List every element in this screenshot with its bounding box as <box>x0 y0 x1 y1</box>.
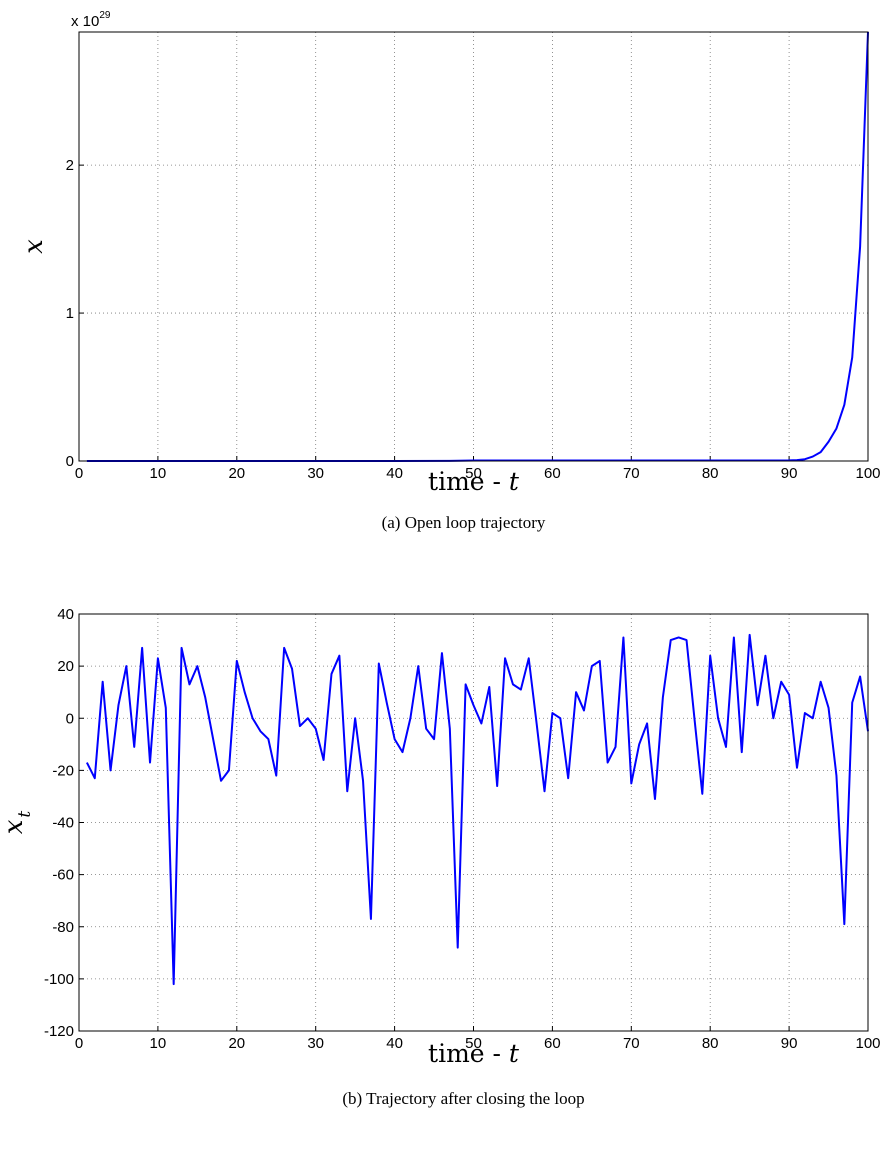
x-axis-label-text-b: time - <box>428 1039 509 1068</box>
y-exponent-label: x 1029 <box>71 10 111 30</box>
x-tick-label: 30 <box>307 1035 324 1052</box>
y-axis-label-var-b: xt <box>0 811 35 835</box>
x-tick-label: 20 <box>228 465 245 482</box>
y-tick-label: -80 <box>52 919 74 936</box>
series-line-a <box>86 31 869 462</box>
x-tick-label: 100 <box>855 465 880 482</box>
x-tick-label: 10 <box>150 465 167 482</box>
y-exponent-power: 29 <box>99 10 111 21</box>
tick-labels-a: 0 10 20 30 40 50 60 70 80 90 100 0 1 2 <box>66 157 881 482</box>
grid-lines-a <box>79 32 868 461</box>
y-tick-label: 0 <box>66 453 74 470</box>
y-axis-sub-b: t <box>15 811 35 818</box>
x-tick-label: 10 <box>150 1035 167 1052</box>
y-axis-label-b: xt <box>0 811 35 835</box>
y-axis-label-a: x <box>19 239 49 254</box>
x-tick-label: 40 <box>386 465 403 482</box>
grid-lines-b <box>79 614 868 1031</box>
y-axis-label-var-a: x <box>19 239 49 254</box>
chart-panel-b: 0 10 20 30 40 50 60 70 80 90 100 -120 -100 -80 -60 -40 -… <box>0 606 881 1108</box>
x-tick-label: 80 <box>702 465 719 482</box>
caption-b: (b) Trajectory after closing the loop <box>342 1089 584 1108</box>
x-tick-label: 70 <box>623 465 640 482</box>
x-tick-label: 30 <box>307 465 324 482</box>
y-tick-label: 2 <box>66 157 74 174</box>
x-tick-label: 90 <box>781 1035 798 1052</box>
x-tick-label: 70 <box>623 1035 640 1052</box>
x-tick-label: 0 <box>75 465 83 482</box>
x-axis-label-a: time - t <box>428 467 520 496</box>
x-tick-label: 50 <box>465 1035 482 1052</box>
x-tick-label: 60 <box>544 465 561 482</box>
x-axis-label-text-a: time - <box>428 467 509 496</box>
x-tick-label: 80 <box>702 1035 719 1052</box>
series-line-b <box>85 633 869 986</box>
y-tick-label: 40 <box>57 606 74 623</box>
x-axis-label-var-a: t <box>509 467 520 496</box>
x-tick-label: 0 <box>75 1035 83 1052</box>
axes-box-b <box>78 613 869 1032</box>
y-tick-label: 20 <box>57 658 74 675</box>
y-axis-var-b: x <box>0 819 29 834</box>
x-axis-label-var-b: t <box>509 1039 520 1068</box>
x-axis-label-b: time - t <box>428 1039 520 1068</box>
y-tick-label: 0 <box>66 710 74 727</box>
x-tick-label: 50 <box>465 465 482 482</box>
x-tick-label: 40 <box>386 1035 403 1052</box>
y-tick-label: -120 <box>44 1023 74 1040</box>
y-tick-label: 1 <box>66 305 74 322</box>
y-tick-label: -60 <box>52 867 74 884</box>
chart-panel-a: 0 10 20 30 40 50 60 70 80 90 100 0 1 2 x 1029 time - … <box>19 10 881 532</box>
caption-a: (a) Open loop trajectory <box>382 513 546 532</box>
x-tick-label: 60 <box>544 1035 561 1052</box>
y-axis-var-a: x <box>19 239 49 254</box>
x-tick-label: 20 <box>228 1035 245 1052</box>
x-tick-label: 100 <box>855 1035 880 1052</box>
x-tick-label: 90 <box>781 465 798 482</box>
tick-labels-b: 0 10 20 30 40 50 60 70 80 90 100 -120 -100 -80 -60 -40 -… <box>44 606 881 1052</box>
axes-box-a <box>78 31 869 462</box>
y-tick-label: -100 <box>44 971 74 988</box>
y-tick-label: -40 <box>52 815 74 832</box>
y-exponent-base: x 10 <box>71 13 99 30</box>
y-tick-label: -20 <box>52 762 74 779</box>
